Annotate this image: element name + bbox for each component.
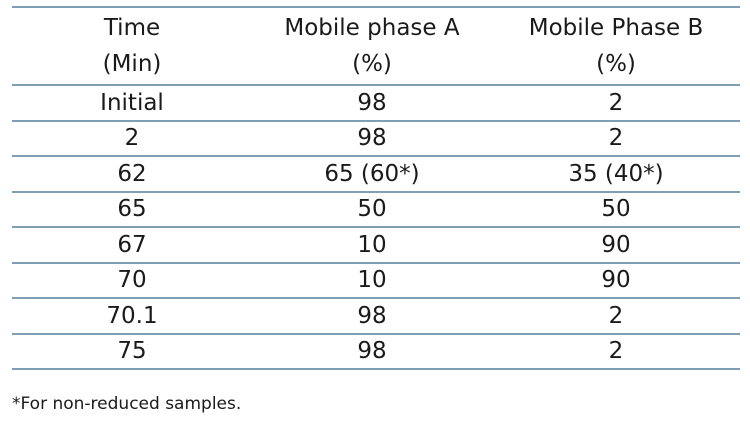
cell-phase-a: 10 xyxy=(252,262,492,299)
cell-time: 65 xyxy=(12,191,252,228)
table-row: 70 10 90 xyxy=(12,262,740,299)
table-row: 65 50 50 xyxy=(12,191,740,228)
table-row: 75 98 2 xyxy=(12,333,740,370)
cell-phase-b: 2 xyxy=(492,333,740,370)
cell-phase-b: 90 xyxy=(492,227,740,264)
cell-phase-b: 35 (40*) xyxy=(492,156,740,193)
table-row: 70.1 98 2 xyxy=(12,298,740,335)
cell-time: 2 xyxy=(12,120,252,157)
header-mobile-phase-b: Mobile Phase B (%) xyxy=(492,6,740,86)
table-row: 67 10 90 xyxy=(12,227,740,264)
header-mobile-phase-a: Mobile phase A (%) xyxy=(252,6,492,86)
table-row: 2 98 2 xyxy=(12,120,740,157)
table-row: 62 65 (60*) 35 (40*) xyxy=(12,156,740,193)
cell-phase-b: 2 xyxy=(492,85,740,122)
cell-time: 75 xyxy=(12,333,252,370)
header-mobile-phase-a-unit: (%) xyxy=(352,51,392,77)
header-mobile-phase-b-unit: (%) xyxy=(596,51,636,77)
cell-phase-a: 65 (60*) xyxy=(252,156,492,193)
cell-phase-b: 90 xyxy=(492,262,740,299)
cell-phase-a: 98 xyxy=(252,333,492,370)
cell-phase-b: 2 xyxy=(492,298,740,335)
table-row: Initial 98 2 xyxy=(12,85,740,122)
cell-time: 67 xyxy=(12,227,252,264)
header-mobile-phase-b-label: Mobile Phase B xyxy=(528,15,704,41)
cell-phase-b: 2 xyxy=(492,120,740,157)
cell-phase-a: 98 xyxy=(252,120,492,157)
cell-time: Initial xyxy=(12,85,252,122)
cell-time: 70.1 xyxy=(12,298,252,335)
cell-phase-a: 50 xyxy=(252,191,492,228)
gradient-table-container: Time (Min) Mobile phase A (%) Mobile Pha… xyxy=(12,6,740,370)
header-time-label: Time xyxy=(103,15,161,41)
header-mobile-phase-a-label: Mobile phase A xyxy=(284,15,460,41)
cell-phase-a: 98 xyxy=(252,298,492,335)
header-row: Time (Min) Mobile phase A (%) Mobile Pha… xyxy=(12,6,740,86)
header-time: Time (Min) xyxy=(12,6,252,86)
table-footnote: *For non-reduced samples. xyxy=(12,394,242,414)
gradient-table: Time (Min) Mobile phase A (%) Mobile Pha… xyxy=(12,6,740,370)
cell-phase-b: 50 xyxy=(492,191,740,228)
cell-phase-a: 10 xyxy=(252,227,492,264)
cell-time: 70 xyxy=(12,262,252,299)
cell-phase-a: 98 xyxy=(252,85,492,122)
cell-time: 62 xyxy=(12,156,252,193)
header-time-unit: (Min) xyxy=(102,51,162,77)
